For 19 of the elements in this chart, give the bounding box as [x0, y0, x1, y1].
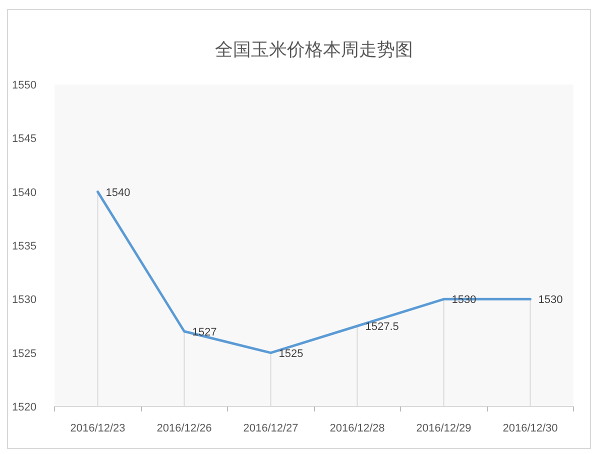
data-label: 1527.5: [365, 321, 399, 333]
x-tick-label: 2016/12/30: [502, 422, 558, 434]
x-tick-label: 2016/12/23: [70, 422, 126, 434]
data-label: 1527: [192, 326, 217, 338]
y-tick-label: 1525: [12, 348, 37, 360]
chart-title: 全国玉米价格本周走势图: [215, 40, 413, 60]
data-label: 1530: [538, 294, 563, 306]
x-tick-label: 2016/12/26: [156, 422, 212, 434]
x-tick-label: 2016/12/29: [416, 422, 472, 434]
y-tick-label: 1545: [12, 133, 37, 146]
y-tick-label: 1530: [12, 294, 37, 306]
data-label: 1540: [106, 186, 130, 199]
x-tick-label: 2016/12/27: [243, 422, 298, 434]
y-tick-label: 1540: [12, 186, 37, 199]
y-tick-label: 1550: [12, 80, 37, 92]
x-tick-label: 2016/12/28: [330, 422, 385, 434]
y-tick-label: 1520: [12, 402, 37, 414]
y-tick-label: 1535: [12, 240, 37, 252]
data-label: 1525: [278, 348, 304, 360]
